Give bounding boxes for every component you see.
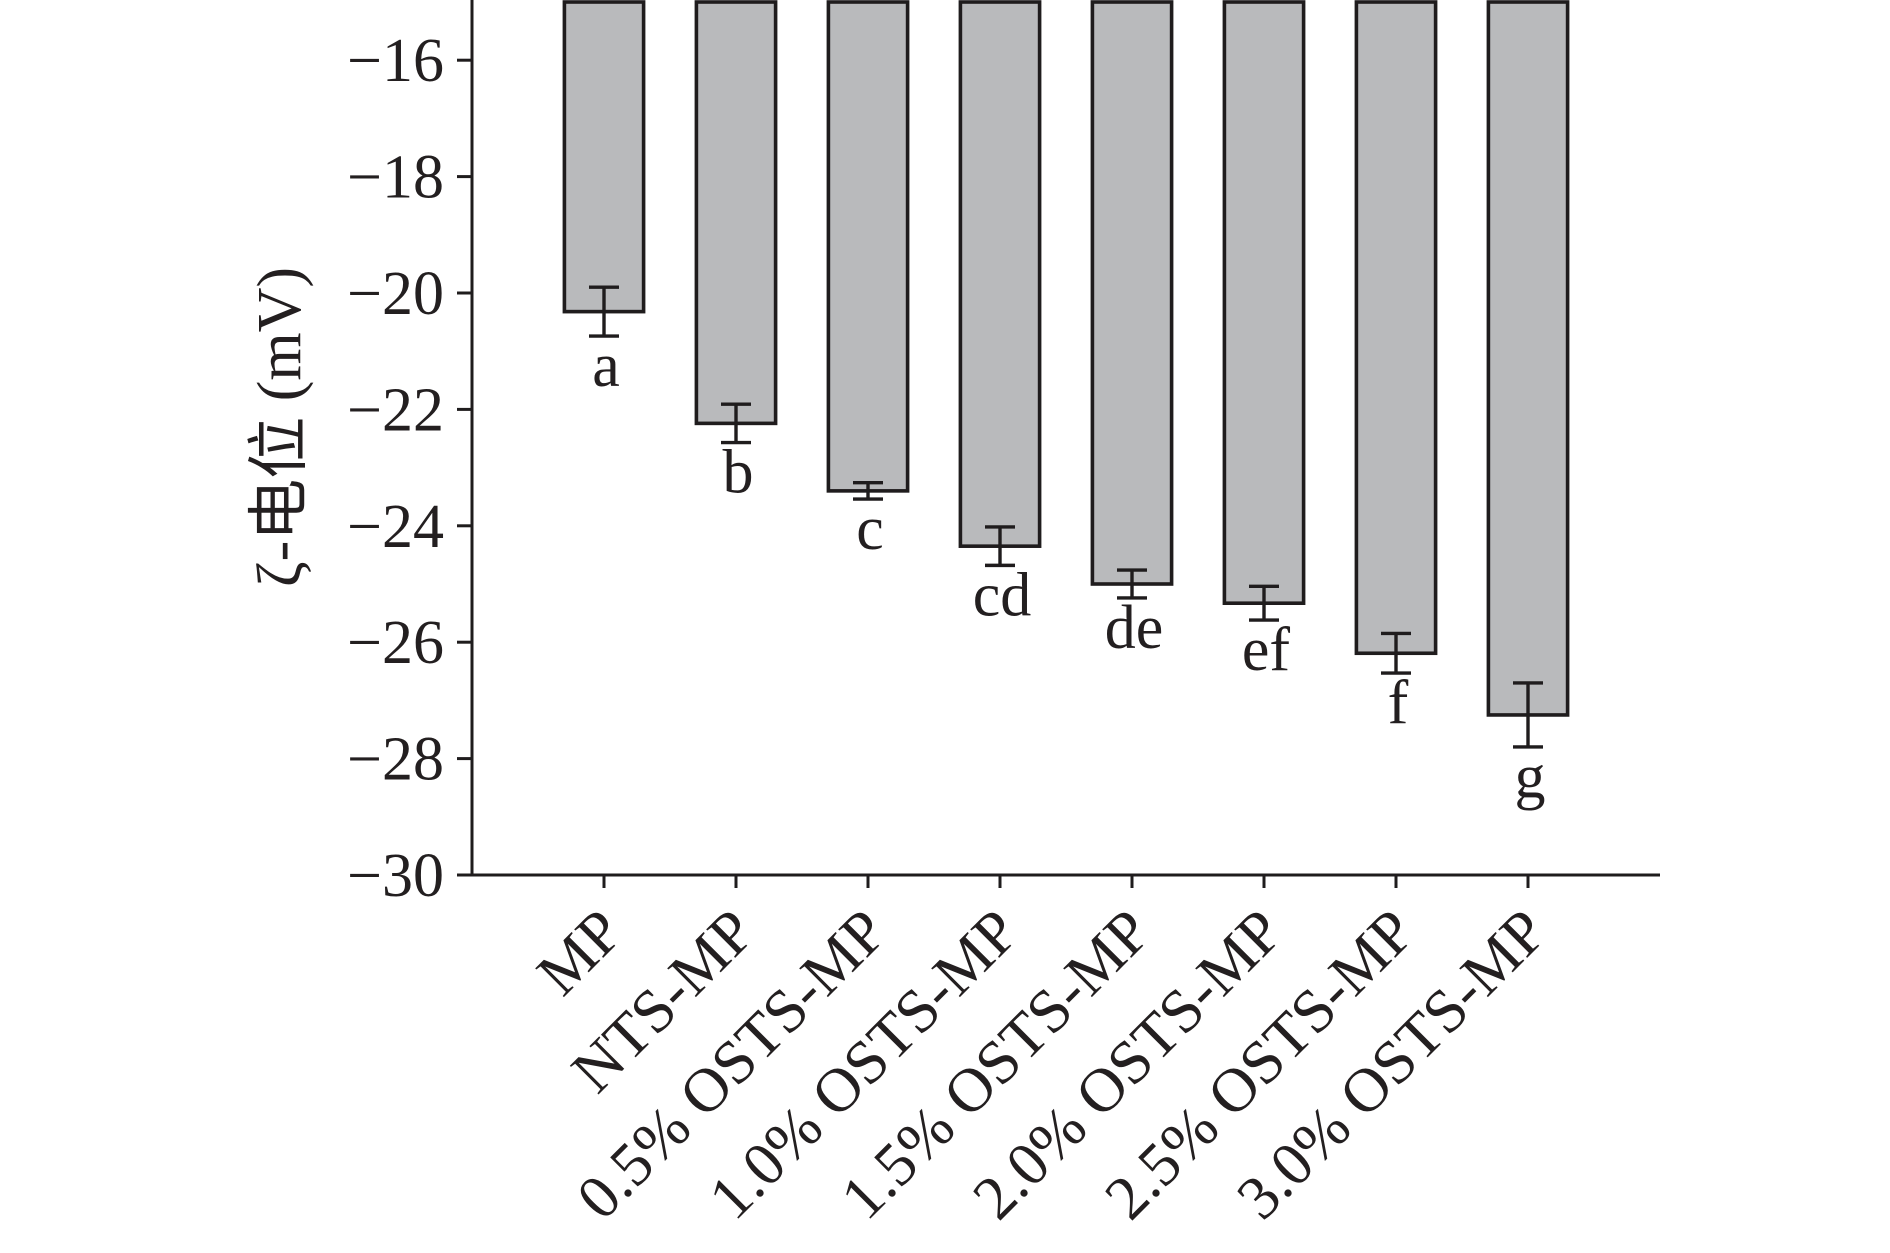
- error-bar-mp: [589, 285, 619, 338]
- bars: [562, 0, 1570, 717]
- error-bar-nts-mp: [721, 402, 751, 445]
- bar-nts-mp: [694, 0, 778, 426]
- error-bar-0-5-pct-osts-mp: [853, 481, 883, 501]
- significance-letter-2-0-pct-osts-mp: ef: [1242, 616, 1291, 684]
- bar-2-5-pct-osts-mp: [1354, 0, 1438, 656]
- bar-mp: [562, 0, 646, 314]
- y-tick-label-minus-22: −22: [347, 376, 444, 444]
- significance-letter-1-5-pct-osts-mp: de: [1105, 594, 1164, 662]
- error-bar-1-5-pct-osts-mp: [1117, 568, 1147, 600]
- y-tick-label-minus-20: −20: [347, 260, 444, 328]
- significance-letter-1-0-pct-osts-mp: cd: [973, 561, 1032, 629]
- significance-letter-3-0-pct-osts-mp: g: [1515, 743, 1546, 811]
- bar-1-0-pct-osts-mp: [958, 0, 1042, 548]
- error-bar-1-0-pct-osts-mp: [985, 525, 1015, 568]
- significance-letters: a b c cd de ef f g: [592, 332, 1545, 811]
- significance-letter-0-5-pct-osts-mp: c: [856, 495, 884, 563]
- bar-2-0-pct-osts-mp: [1222, 0, 1306, 606]
- y-tick-label-minus-28: −28: [347, 726, 444, 794]
- y-tick-label-minus-26: −26: [347, 609, 444, 677]
- significance-letter-2-5-pct-osts-mp: f: [1388, 669, 1409, 737]
- bar-3-0-pct-osts-mp: [1486, 0, 1570, 717]
- y-axis-label: ζ-电位 (mV): [246, 267, 314, 587]
- error-bars: [589, 285, 1543, 749]
- y-tick-label-minus-24: −24: [347, 493, 444, 561]
- y-axis: −16 −18 −20 −22 −24 −26 −28 −30: [347, 0, 474, 910]
- bar-1-5-pct-osts-mp: [1090, 0, 1174, 586]
- significance-letter-mp: a: [592, 332, 620, 400]
- error-bar-3-0-pct-osts-mp: [1513, 681, 1543, 749]
- y-tick-label-minus-16: −16: [347, 27, 444, 95]
- significance-letter-nts-mp: b: [723, 439, 754, 507]
- error-bar-2-5-pct-osts-mp: [1381, 631, 1411, 675]
- y-tick-label-minus-18: −18: [347, 144, 444, 212]
- bar-0-5-pct-osts-mp: [826, 0, 910, 493]
- y-tick-label-minus-30: −30: [347, 842, 444, 910]
- error-bar-2-0-pct-osts-mp: [1249, 584, 1279, 622]
